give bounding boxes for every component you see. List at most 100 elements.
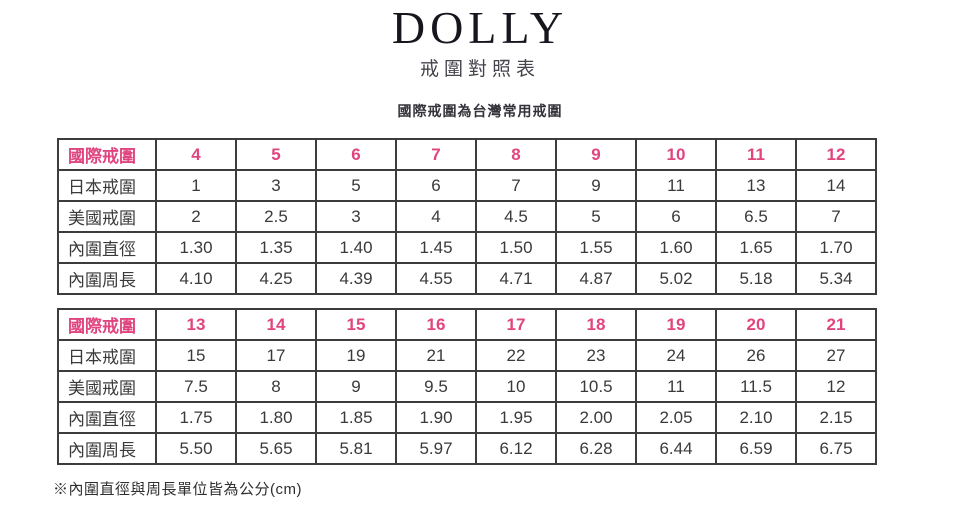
row-label: 內圍周長 <box>57 432 157 465</box>
size-cell: 6 <box>635 200 717 233</box>
brand-logo: DOLLY <box>391 2 569 53</box>
size-cell: 10.5 <box>555 370 637 403</box>
size-cell: 6.75 <box>795 432 877 465</box>
size-cell: 1.40 <box>315 231 397 264</box>
size-cell: 4.87 <box>555 262 637 295</box>
row-label: 國際戒圍 <box>57 138 157 171</box>
size-cell: 7 <box>475 169 557 202</box>
size-cell: 9.5 <box>395 370 477 403</box>
footnote: ※內圍直徑與周長單位皆為公分(cm) <box>53 481 302 498</box>
size-cell: 1 <box>155 169 237 202</box>
size-cell: 7 <box>795 200 877 233</box>
size-cell: 27 <box>795 339 877 372</box>
size-cell: 1.90 <box>395 401 477 434</box>
table-row: 美國戒圍 2 2.5 3 4 4.5 5 6 6.5 7 <box>57 200 877 233</box>
size-cell: 14 <box>795 169 877 202</box>
size-cell: 2.00 <box>555 401 637 434</box>
row-label: 美國戒圍 <box>57 370 157 403</box>
size-cell: 1.30 <box>155 231 237 264</box>
size-cell: 6.5 <box>715 200 797 233</box>
size-cell: 6 <box>315 138 397 171</box>
size-cell: 19 <box>635 308 717 341</box>
size-cell: 3 <box>315 200 397 233</box>
table-row: 日本戒圍 1 3 5 6 7 9 11 13 14 <box>57 169 877 202</box>
size-cell: 5.18 <box>715 262 797 295</box>
size-cell: 5 <box>235 138 317 171</box>
row-label: 美國戒圍 <box>57 200 157 233</box>
size-cell: 23 <box>555 339 637 372</box>
size-cell: 17 <box>235 339 317 372</box>
size-cell: 9 <box>555 169 637 202</box>
size-cell: 2.15 <box>795 401 877 434</box>
page-title: 戒圍對照表 <box>419 59 540 80</box>
table-row: 國際戒圍 13 14 15 16 17 18 19 20 21 <box>57 308 877 341</box>
size-cell: 12 <box>795 138 877 171</box>
size-cell: 1.45 <box>395 231 477 264</box>
size-cell: 19 <box>315 339 397 372</box>
size-cell: 5 <box>555 200 637 233</box>
size-cell: 1.60 <box>635 231 717 264</box>
size-cell: 4.25 <box>235 262 317 295</box>
size-cell: 9 <box>555 138 637 171</box>
table-row: 內圍直徑 1.30 1.35 1.40 1.45 1.50 1.55 1.60 1.65 1.70 <box>57 231 877 264</box>
size-cell: 1.70 <box>795 231 877 264</box>
size-cell: 16 <box>395 308 477 341</box>
size-cell: 6.44 <box>635 432 717 465</box>
size-cell: 15 <box>315 308 397 341</box>
size-cell: 4 <box>155 138 237 171</box>
size-cell: 6.12 <box>475 432 557 465</box>
size-cell: 1.75 <box>155 401 237 434</box>
size-cell: 13 <box>715 169 797 202</box>
size-cell: 8 <box>475 138 557 171</box>
size-cell: 18 <box>555 308 637 341</box>
table-row: 國際戒圍 4 5 6 7 8 9 10 11 12 <box>57 138 877 171</box>
size-cell: 2 <box>155 200 237 233</box>
size-cell: 3 <box>235 169 317 202</box>
size-cell: 5 <box>315 169 397 202</box>
table-row: 內圍周長 4.10 4.25 4.39 4.55 4.71 4.87 5.02 5.18 5.34 <box>57 262 877 295</box>
size-cell: 9 <box>315 370 397 403</box>
size-cell: 5.02 <box>635 262 717 295</box>
size-cell: 2.05 <box>635 401 717 434</box>
size-cell: 8 <box>235 370 317 403</box>
size-cell: 4.71 <box>475 262 557 295</box>
size-cell: 21 <box>795 308 877 341</box>
size-cell: 4.10 <box>155 262 237 295</box>
size-cell: 14 <box>235 308 317 341</box>
size-cell: 20 <box>715 308 797 341</box>
size-cell: 1.95 <box>475 401 557 434</box>
size-cell: 1.80 <box>235 401 317 434</box>
size-cell: 5.97 <box>395 432 477 465</box>
size-cell: 11 <box>715 138 797 171</box>
size-cell: 11 <box>635 370 717 403</box>
size-cell: 4 <box>395 200 477 233</box>
size-cell: 12 <box>795 370 877 403</box>
size-cell: 11.5 <box>715 370 797 403</box>
size-cell: 5.65 <box>235 432 317 465</box>
row-label: 內圍直徑 <box>57 401 157 434</box>
size-cell: 24 <box>635 339 717 372</box>
size-cell: 5.34 <box>795 262 877 295</box>
size-cell: 4.39 <box>315 262 397 295</box>
table-row: 美國戒圍 7.5 8 9 9.5 10 10.5 11 11.5 12 <box>57 370 877 403</box>
table-row: 日本戒圍 15 17 19 21 22 23 24 26 27 <box>57 339 877 372</box>
size-cell: 5.50 <box>155 432 237 465</box>
size-cell: 13 <box>155 308 237 341</box>
size-cell: 1.65 <box>715 231 797 264</box>
size-cell: 17 <box>475 308 557 341</box>
size-cell: 6.59 <box>715 432 797 465</box>
ring-size-table-2: 國際戒圍 13 14 15 16 17 18 19 20 21 日本戒圍 15 17 19 21 22 23 24… <box>57 308 877 465</box>
row-label: 國際戒圍 <box>57 308 157 341</box>
size-cell: 7 <box>395 138 477 171</box>
size-cell: 10 <box>475 370 557 403</box>
subtitle: 國際戒圍為台灣常用戒圍 <box>397 103 563 119</box>
size-cell: 5.81 <box>315 432 397 465</box>
size-cell: 4.55 <box>395 262 477 295</box>
size-cell: 4.5 <box>475 200 557 233</box>
row-label: 內圍周長 <box>57 262 157 295</box>
size-cell: 2.5 <box>235 200 317 233</box>
size-cell: 1.50 <box>475 231 557 264</box>
size-cell: 1.85 <box>315 401 397 434</box>
size-cell: 10 <box>635 138 717 171</box>
